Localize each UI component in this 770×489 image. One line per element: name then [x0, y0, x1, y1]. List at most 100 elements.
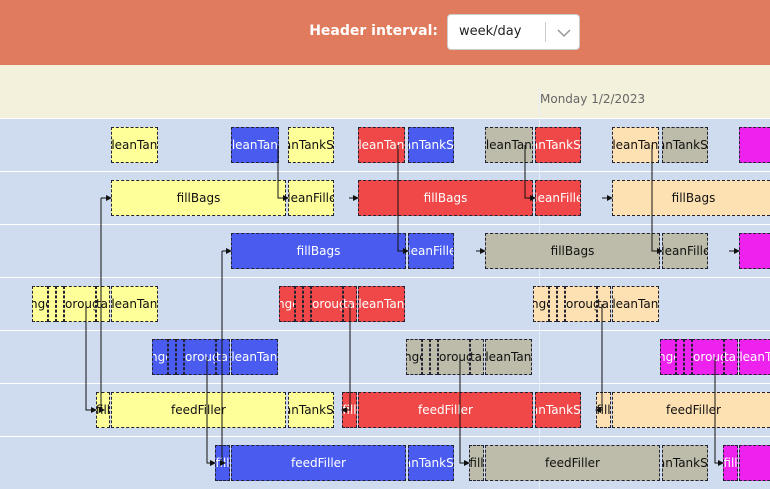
task-bar[interactable]: thorough [311, 286, 343, 322]
task-label: cleanTankStart [409, 456, 454, 470]
task-label: Start [597, 297, 610, 311]
task-bar[interactable]: Start [216, 339, 230, 375]
dependency-link [277, 145, 289, 201]
task-bar[interactable]: thorough [565, 286, 597, 322]
task-bar[interactable]: cleanTank [612, 127, 659, 163]
task-label: cleanTank [111, 138, 158, 152]
task-bar[interactable]: changeVig [152, 339, 168, 375]
resource-row [0, 171, 770, 224]
task-bar[interactable]: fillBags [111, 180, 286, 216]
task-bar[interactable]: cleanTank [358, 127, 405, 163]
task-label: fillBags [296, 244, 341, 258]
task-label: feedFiller [291, 456, 346, 470]
task-bar[interactable] [48, 286, 56, 322]
task-label: fillBags [671, 191, 716, 205]
task-bar[interactable]: changeVig [279, 286, 295, 322]
task-bar[interactable]: cleanTankStart [662, 127, 708, 163]
task-bar[interactable]: cleanFiller [535, 180, 581, 216]
task-bar[interactable]: cleanTank [612, 286, 659, 322]
task-bar[interactable] [676, 339, 684, 375]
task-bar[interactable]: cleanTank [111, 127, 158, 163]
task-label: cleanTankStart [536, 403, 581, 417]
task-bar[interactable]: feedFiller [485, 445, 660, 481]
task-label: fillBags [423, 191, 468, 205]
task-bar[interactable]: cleanTank [231, 339, 278, 375]
task-bar[interactable]: cleanTank [485, 339, 532, 375]
task-bar[interactable] [168, 339, 176, 375]
task-label: Start [724, 350, 737, 364]
resource-row [0, 277, 770, 330]
task-bar[interactable] [430, 339, 438, 375]
task-label: cleanFiller [663, 244, 707, 258]
task-label: changeVig [153, 350, 167, 364]
interval-select[interactable]: week/day [447, 14, 580, 50]
task-bar[interactable]: fillBags [231, 233, 406, 269]
task-bar[interactable]: fillBags [612, 180, 770, 216]
task-bar[interactable]: Start [96, 286, 110, 322]
task-label: cleanTankStart [289, 138, 334, 152]
task-bar[interactable]: feedFiller [358, 392, 533, 428]
task-bar[interactable]: cleanTankStart [288, 127, 334, 163]
task-bar[interactable]: changeVig [32, 286, 48, 322]
task-bar[interactable]: Start [597, 286, 611, 322]
toolbar: Header interval: week/day [0, 0, 770, 65]
chevron [557, 29, 571, 38]
task-bar[interactable]: cleanTankStart [408, 445, 454, 481]
task-bar[interactable]: Start [470, 339, 484, 375]
task-bar[interactable]: cleanTank [111, 286, 158, 322]
task-bar[interactable]: cleanTank [358, 286, 405, 322]
dependency-link [459, 357, 470, 466]
header-label: Header interval: [309, 23, 438, 39]
task-bar[interactable]: cleanTankStart [535, 127, 581, 163]
dependency-link [206, 357, 216, 466]
task-bar[interactable]: fill [723, 445, 738, 481]
task-bar[interactable]: cleanTankStart [535, 392, 581, 428]
task-bar[interactable]: feedFiller [111, 392, 286, 428]
task-bar[interactable]: changeVig [660, 339, 676, 375]
dependency-link [524, 145, 536, 201]
task-bar[interactable] [422, 339, 430, 375]
task-label: fillBags [176, 191, 221, 205]
task-bar[interactable]: changeVig [533, 286, 549, 322]
task-bar[interactable] [684, 339, 692, 375]
task-bar[interactable]: thorough [438, 339, 470, 375]
task-bar[interactable]: feedFiller [612, 392, 770, 428]
task-label: Start [96, 297, 109, 311]
task-bar[interactable] [176, 339, 184, 375]
task-label: cleanFiller [536, 191, 580, 205]
task-bar[interactable]: fillBags [358, 180, 533, 216]
task-bar[interactable]: feedFiller [231, 445, 406, 481]
task-bar[interactable]: thorough [184, 339, 216, 375]
task-bar[interactable] [295, 286, 303, 322]
task-bar[interactable] [303, 286, 311, 322]
task-label: cleanTank [358, 138, 405, 152]
task-bar[interactable]: changeVig [406, 339, 422, 375]
task-bar[interactable]: cleanTankStart [662, 445, 708, 481]
task-bar[interactable] [56, 286, 64, 322]
task-label: Start [470, 350, 483, 364]
task-label: cleanTankStart [409, 138, 454, 152]
task-bar[interactable]: cleanTankStart [408, 127, 454, 163]
task-bar[interactable]: cleanFiller [408, 233, 454, 269]
dependency-link [595, 304, 603, 413]
dependency-link [341, 304, 351, 413]
task-label: cleanTank [739, 350, 770, 364]
task-bar[interactable]: Start [724, 339, 738, 375]
task-label: cleanTank [485, 350, 532, 364]
task-bar[interactable] [739, 127, 770, 163]
task-label: Start [216, 350, 229, 364]
task-label: fill [596, 403, 611, 417]
separator [545, 22, 546, 42]
task-bar[interactable]: thorough [64, 286, 96, 322]
task-label: cleanTankStart [663, 456, 708, 470]
resource-row [0, 118, 770, 171]
task-label: cleanTankStart [536, 138, 581, 152]
resource-row [0, 436, 770, 489]
task-bar[interactable]: cleanTank [739, 339, 770, 375]
task-label: changeVig [661, 350, 675, 364]
task-bar[interactable] [549, 286, 557, 322]
task-bar[interactable] [557, 286, 565, 322]
task-bar[interactable]: cleanTankStart [288, 392, 334, 428]
task-label: cleanTank [612, 138, 659, 152]
task-bar[interactable] [739, 445, 770, 481]
